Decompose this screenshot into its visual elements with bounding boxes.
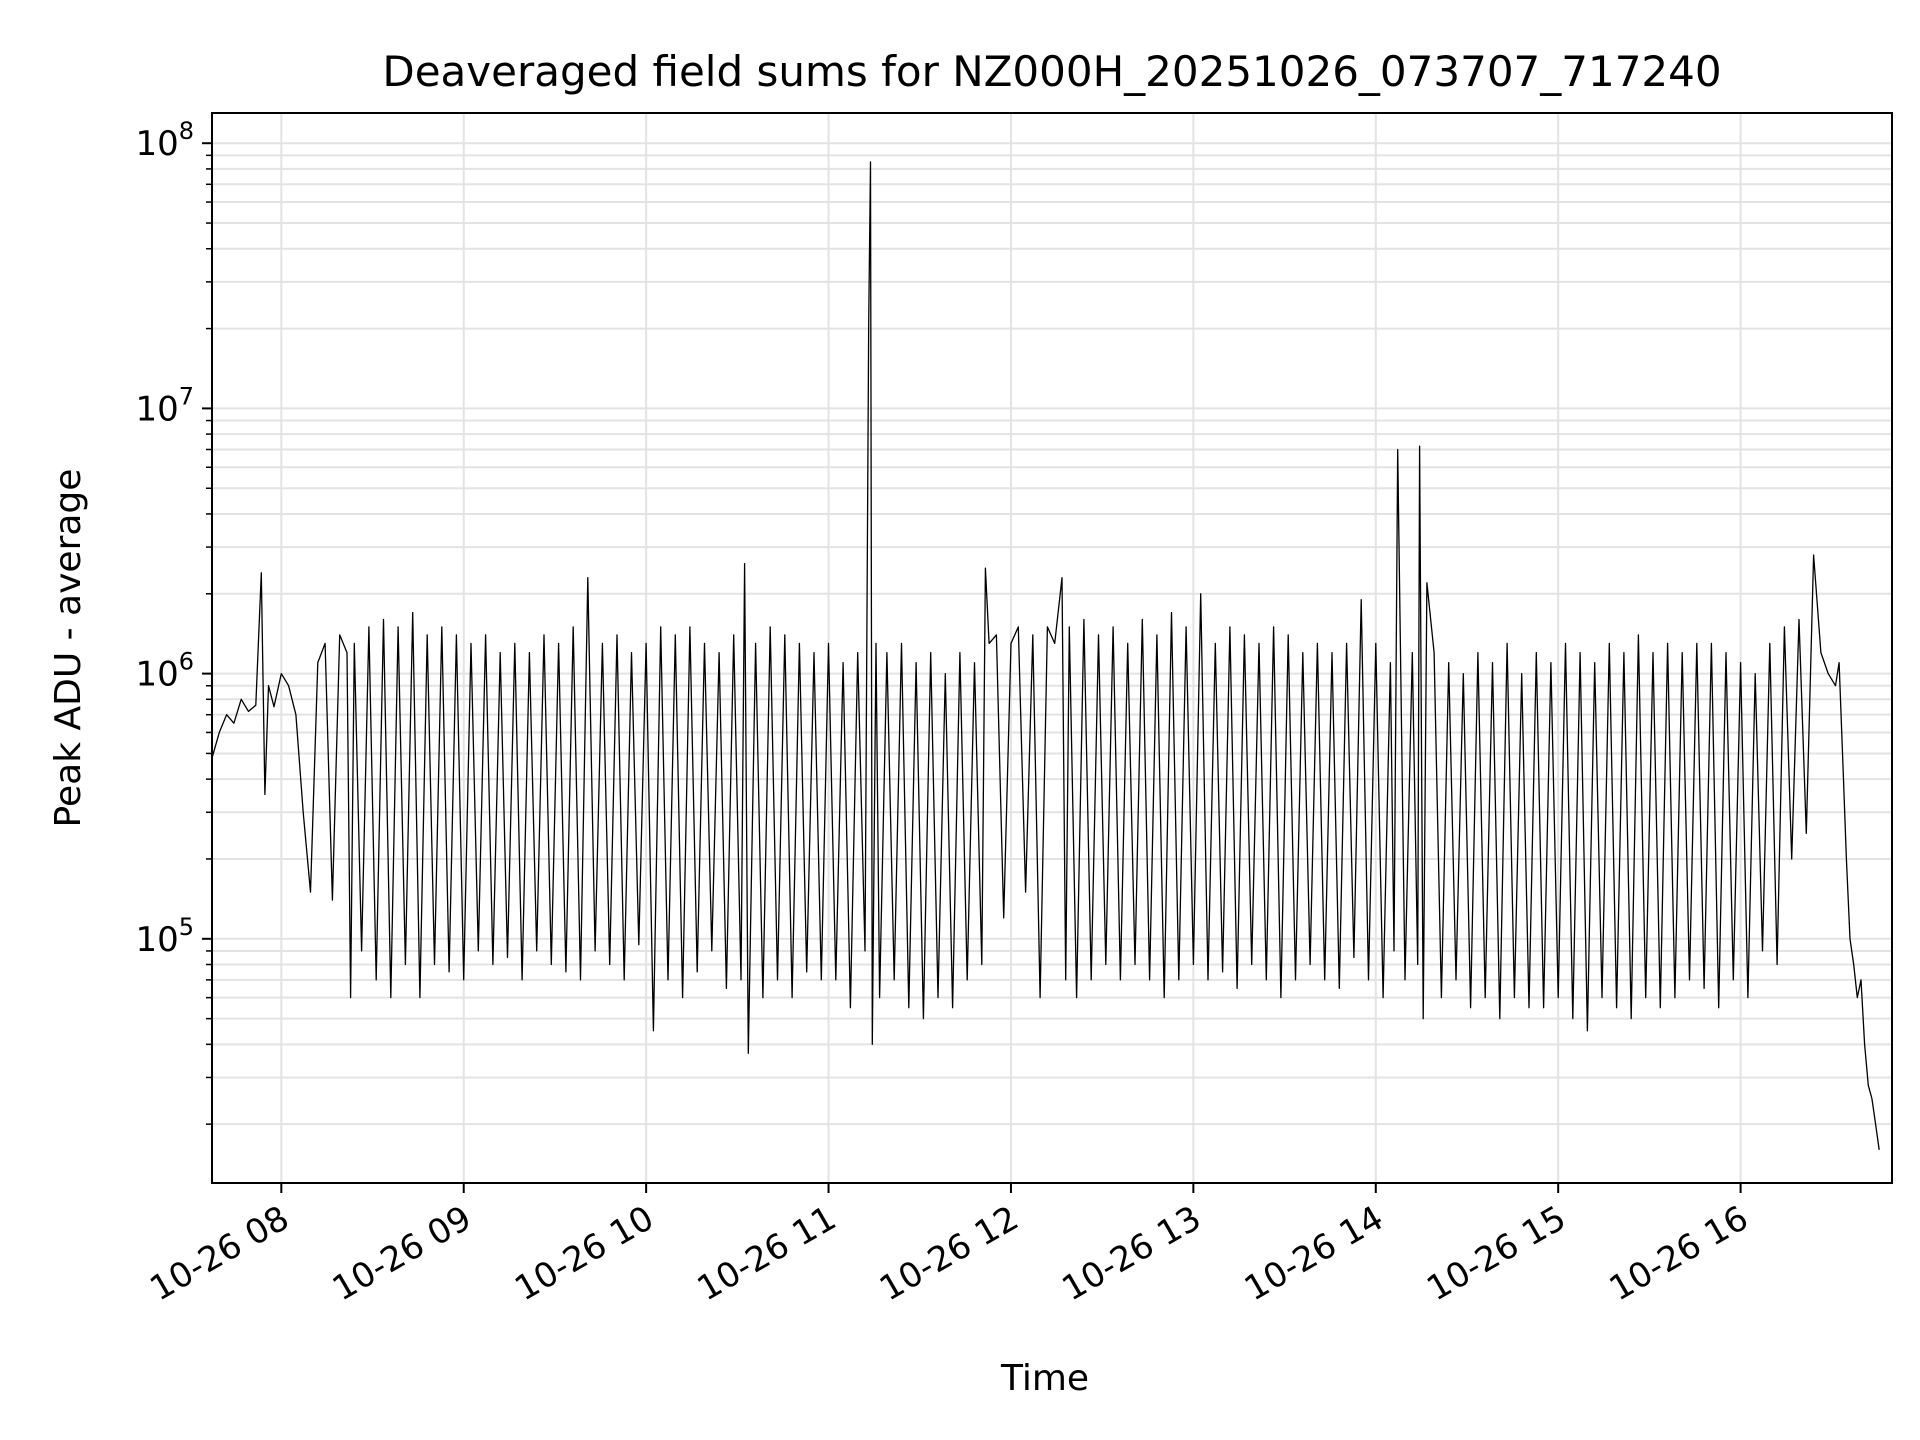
- y-tick-label: 108: [135, 117, 194, 164]
- series: [211, 161, 1880, 1150]
- chart-title: Deaveraged field sums for NZ000H_2025102…: [382, 47, 1721, 96]
- y-tick-label: 106: [135, 648, 194, 695]
- y-tick-label: 105: [135, 913, 194, 960]
- y-axis-label: Peak ADU - average: [48, 469, 89, 828]
- y-tick-label: 107: [135, 382, 194, 429]
- x-axis-label: Time: [1000, 1358, 1089, 1399]
- y-ticks: 105 106 107 108: [135, 117, 212, 1125]
- plot-frame: [211, 112, 1893, 1184]
- series-line: [211, 161, 1880, 1150]
